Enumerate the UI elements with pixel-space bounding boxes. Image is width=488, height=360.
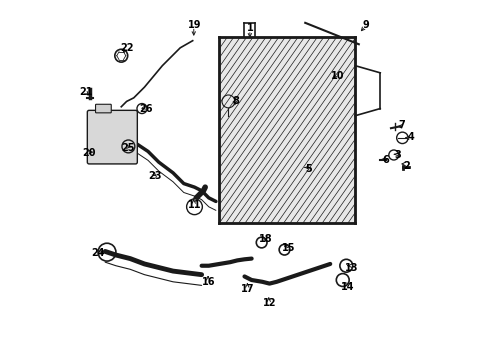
Text: 3: 3 [394, 150, 401, 160]
Text: 9: 9 [362, 19, 368, 30]
Text: 18: 18 [259, 234, 272, 244]
Polygon shape [219, 37, 354, 223]
Text: 11: 11 [187, 200, 201, 210]
Text: 16: 16 [202, 277, 215, 287]
Text: 20: 20 [82, 148, 96, 158]
Text: 7: 7 [398, 120, 404, 130]
Text: 5: 5 [305, 164, 311, 174]
Text: 12: 12 [262, 298, 276, 308]
Text: 10: 10 [330, 71, 344, 81]
Text: 21: 21 [79, 87, 92, 98]
Text: 25: 25 [122, 143, 135, 153]
Text: 26: 26 [139, 104, 153, 113]
Text: 24: 24 [91, 248, 104, 258]
Text: 4: 4 [407, 132, 413, 142]
Text: 23: 23 [148, 171, 162, 181]
Text: 13: 13 [344, 262, 358, 273]
FancyBboxPatch shape [87, 111, 137, 164]
Text: 19: 19 [187, 19, 201, 30]
Circle shape [186, 199, 202, 215]
Text: 6: 6 [382, 156, 388, 165]
Text: 14: 14 [341, 282, 354, 292]
Text: 8: 8 [232, 96, 239, 107]
Text: 2: 2 [403, 161, 409, 171]
Text: 22: 22 [120, 43, 133, 53]
Text: 15: 15 [282, 243, 295, 253]
Text: 1: 1 [246, 23, 253, 33]
FancyBboxPatch shape [95, 104, 111, 113]
Text: 17: 17 [241, 284, 254, 294]
